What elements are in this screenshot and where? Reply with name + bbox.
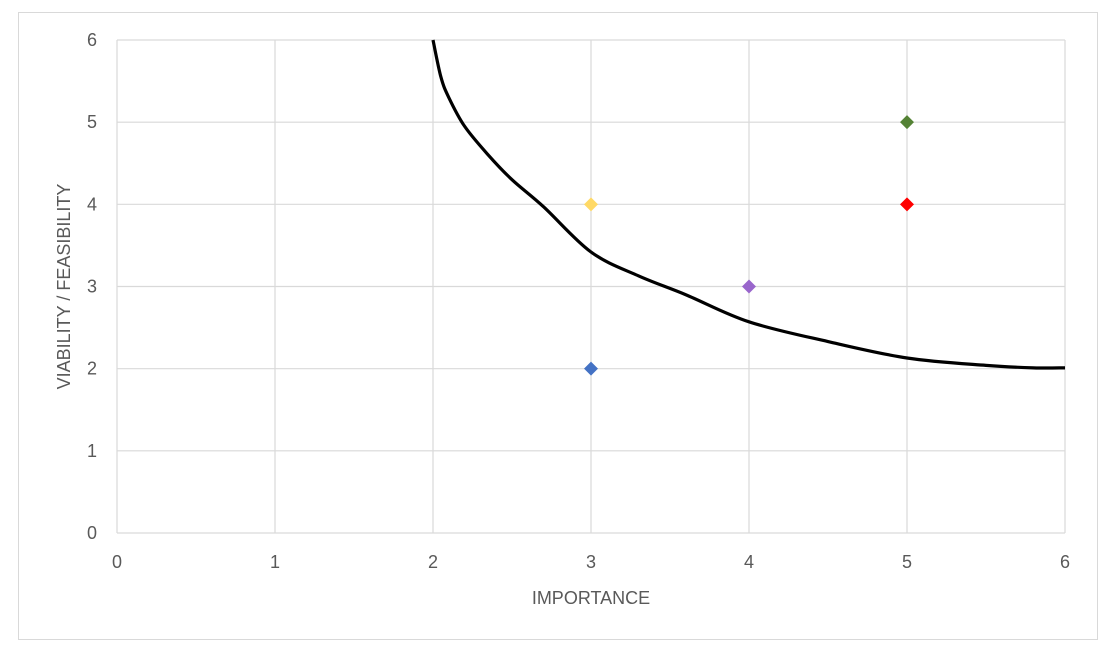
y-axis-title: VIABILITY / FEASIBILITY: [54, 184, 74, 390]
x-tick-label: 0: [112, 552, 122, 572]
tick-labels: 0 1 2 3 4 5 6 0 1 2 3 4 5 6: [87, 30, 1070, 572]
y-tick-label: 5: [87, 112, 97, 132]
data-point-0: [584, 361, 598, 376]
x-tick-label: 1: [270, 552, 280, 572]
grid-lines: [116, 39, 1066, 534]
x-tick-label: 5: [902, 552, 912, 572]
data-point-2: [742, 279, 756, 294]
y-tick-label: 3: [87, 277, 97, 297]
y-tick-label: 2: [87, 359, 97, 379]
chart-frame: [18, 12, 1098, 640]
x-tick-label: 3: [586, 552, 596, 572]
data-point-3: [900, 197, 914, 212]
x-tick-label: 2: [428, 552, 438, 572]
y-tick-label: 0: [87, 523, 97, 543]
x-tick-label: 6: [1060, 552, 1070, 572]
y-tick-label: 1: [87, 441, 97, 461]
data-point-4: [900, 115, 914, 130]
x-tick-label: 4: [744, 552, 754, 572]
y-tick-label: 6: [87, 30, 97, 50]
points-layer: [584, 115, 914, 376]
x-axis-title: IMPORTANCE: [532, 588, 650, 608]
curve-layer: [431, 39, 1066, 370]
data-point-1: [584, 197, 598, 212]
frontier-curve: [431, 39, 1066, 370]
y-tick-label: 4: [87, 194, 97, 214]
